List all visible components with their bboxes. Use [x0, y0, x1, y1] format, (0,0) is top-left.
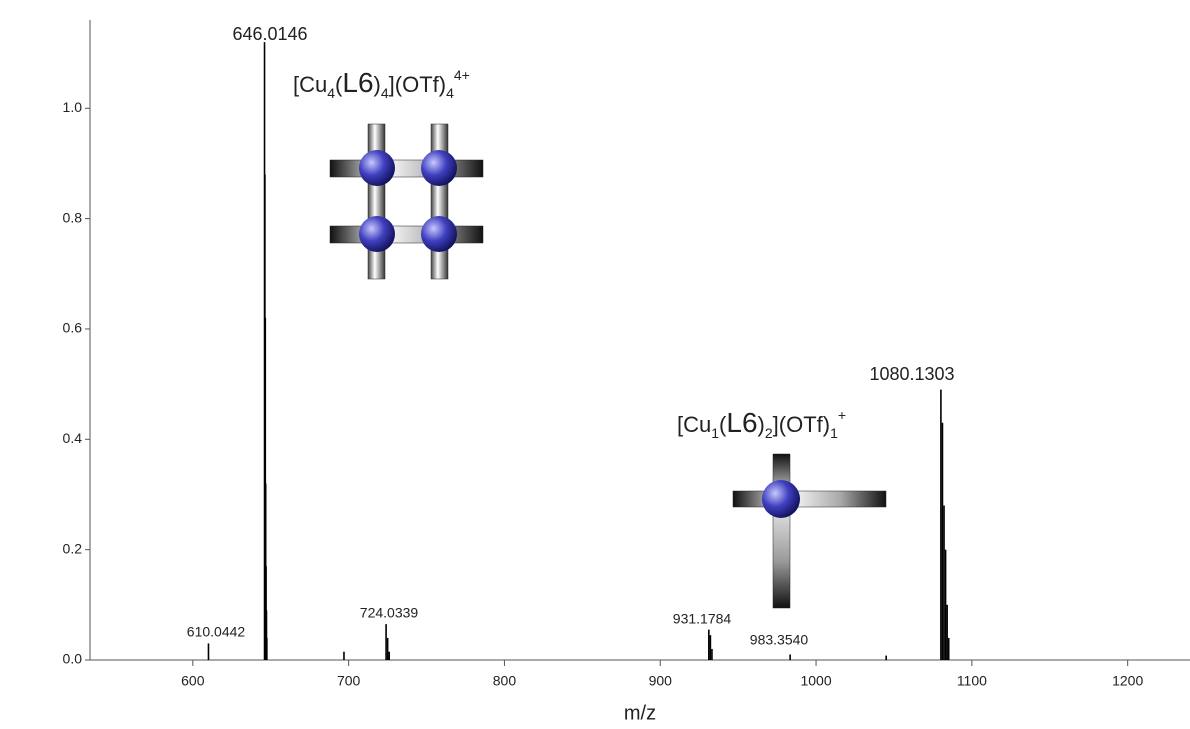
x-tick-label: 1200	[1112, 673, 1143, 689]
x-tick-label: 600	[181, 673, 205, 689]
formula-part: 4+	[454, 67, 470, 83]
y-tick-label: 0.8	[63, 209, 83, 225]
formula-part: ](OTf)	[773, 412, 830, 437]
peak-label: 724.0339	[360, 605, 419, 621]
formula-part: 2	[765, 425, 773, 441]
formula-part: [Cu	[677, 412, 711, 437]
formula-part: 1	[830, 425, 838, 441]
peak-label: 931.1784	[673, 611, 732, 627]
structure-monomer	[733, 454, 886, 608]
formula-part: )	[758, 412, 765, 437]
formula-part: 1	[711, 425, 719, 441]
peak-label: 983.3540	[750, 632, 809, 648]
formula-monomer: [Cu1(L6)2](OTf)1+	[677, 407, 846, 441]
y-tick-label: 1.0	[63, 99, 83, 115]
x-tick-label: 900	[649, 673, 673, 689]
x-tick-label: 1000	[800, 673, 831, 689]
formula-part: L6	[342, 67, 373, 98]
peak-label: 610.0442	[187, 624, 246, 640]
x-tick-label: 1100	[957, 673, 987, 689]
formula-tetramer: [Cu4(L6)4](OTf)44+	[293, 67, 470, 101]
formula-part: 4	[446, 85, 454, 101]
x-tick-label: 700	[337, 673, 361, 689]
formula-part: [Cu	[293, 72, 327, 97]
formula-part: +	[838, 407, 846, 423]
peak-label: 1080.1303	[869, 364, 954, 384]
formula-part: ](OTf)	[389, 72, 446, 97]
peak-label: 646.0146	[232, 24, 307, 44]
y-tick-label: 0.2	[63, 540, 83, 556]
formula-part: L6	[726, 407, 757, 438]
formula-part: 4	[327, 85, 335, 101]
formula-part: )	[374, 72, 381, 97]
x-axis-label: m/z	[624, 702, 656, 724]
structure-tetramer	[330, 124, 483, 279]
chart: [Cu4(L6)4](OTf)44+ [Cu1(L6)2](OTf)1+ m/z…	[0, 0, 1190, 724]
formula-part: 4	[381, 85, 389, 101]
x-tick-label: 800	[493, 673, 517, 689]
y-tick-label: 0.4	[63, 430, 83, 446]
y-tick-label: 0.6	[63, 320, 83, 336]
y-tick-label: 0.0	[63, 651, 83, 667]
